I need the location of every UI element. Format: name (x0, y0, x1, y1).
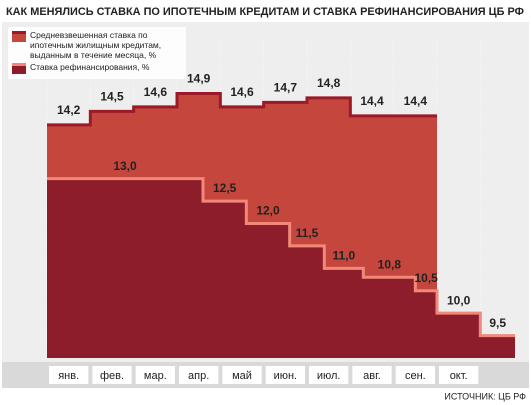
x-tick-box (222, 366, 262, 384)
data-label: 11,0 (332, 248, 355, 262)
data-label: 14,5 (100, 90, 124, 104)
data-label: 12,0 (256, 204, 280, 218)
data-label: 14,9 (187, 72, 211, 86)
data-label: 10,5 (414, 271, 438, 285)
x-tick-box (439, 366, 479, 384)
legend: Средневзвешенная ставка по ипотечным жил… (8, 27, 186, 79)
data-label: 14,4 (404, 94, 428, 108)
legend-label: Ставка рефинансирования, % (30, 62, 150, 72)
legend-label-box: Ставка рефинансирования, % (30, 62, 150, 72)
x-tick-box (395, 366, 435, 384)
x-tick-label: окт. (450, 370, 468, 382)
source: ИСТОЧНИК: ЦБ РФ (444, 391, 526, 401)
x-tick-box (352, 366, 392, 384)
x-tick-box (179, 366, 219, 384)
chart-title: КАК МЕНЯЛИСЬ СТАВКА ПО ИПОТЕЧНЫМ КРЕДИТА… (6, 6, 524, 18)
data-label: 14,2 (57, 103, 81, 117)
data-label: 13,0 (113, 159, 137, 173)
data-label: 14,4 (360, 94, 384, 108)
data-label: 14,6 (230, 85, 254, 99)
data-label: 14,6 (144, 85, 168, 99)
refinancing-line (47, 177, 515, 338)
data-label: 14,7 (274, 81, 298, 95)
legend-swatch-top (12, 31, 26, 34)
data-label: 10,0 (447, 293, 471, 307)
x-tick-box (49, 366, 89, 384)
legend-label: Средневзвешенная ставка по ипотечным жил… (30, 30, 162, 60)
x-tick-label: сен. (405, 370, 426, 382)
legend-label-box: Средневзвешенная ставка по ипотечным жил… (30, 30, 162, 60)
x-tick-box (92, 366, 132, 384)
mortgage-line (47, 91, 437, 127)
x-tick-label: авг. (363, 370, 381, 382)
x-tick-label: мар. (144, 370, 167, 382)
data-label: 12,5 (213, 181, 237, 195)
x-tick-box (265, 366, 305, 384)
legend-swatch (12, 31, 26, 42)
data-label: 9,5 (489, 316, 506, 330)
x-tick-label: май (232, 370, 252, 382)
legend-box (8, 27, 186, 79)
legend-swatch-top (12, 63, 26, 66)
x-tick-label: янв. (58, 370, 79, 382)
x-tick-label: апр. (188, 370, 209, 382)
x-tick-label: июл. (317, 370, 341, 382)
data-label: 14,8 (317, 76, 341, 90)
x-tick-label: фев. (100, 370, 124, 382)
x-tick-label: июн. (274, 370, 298, 382)
data-label: 11,5 (296, 226, 319, 240)
x-tick-box (135, 366, 175, 384)
legend-swatch (12, 63, 26, 74)
refinancing-area (47, 178, 515, 358)
x-tick-box (309, 366, 349, 384)
data-label: 10,8 (378, 257, 402, 271)
